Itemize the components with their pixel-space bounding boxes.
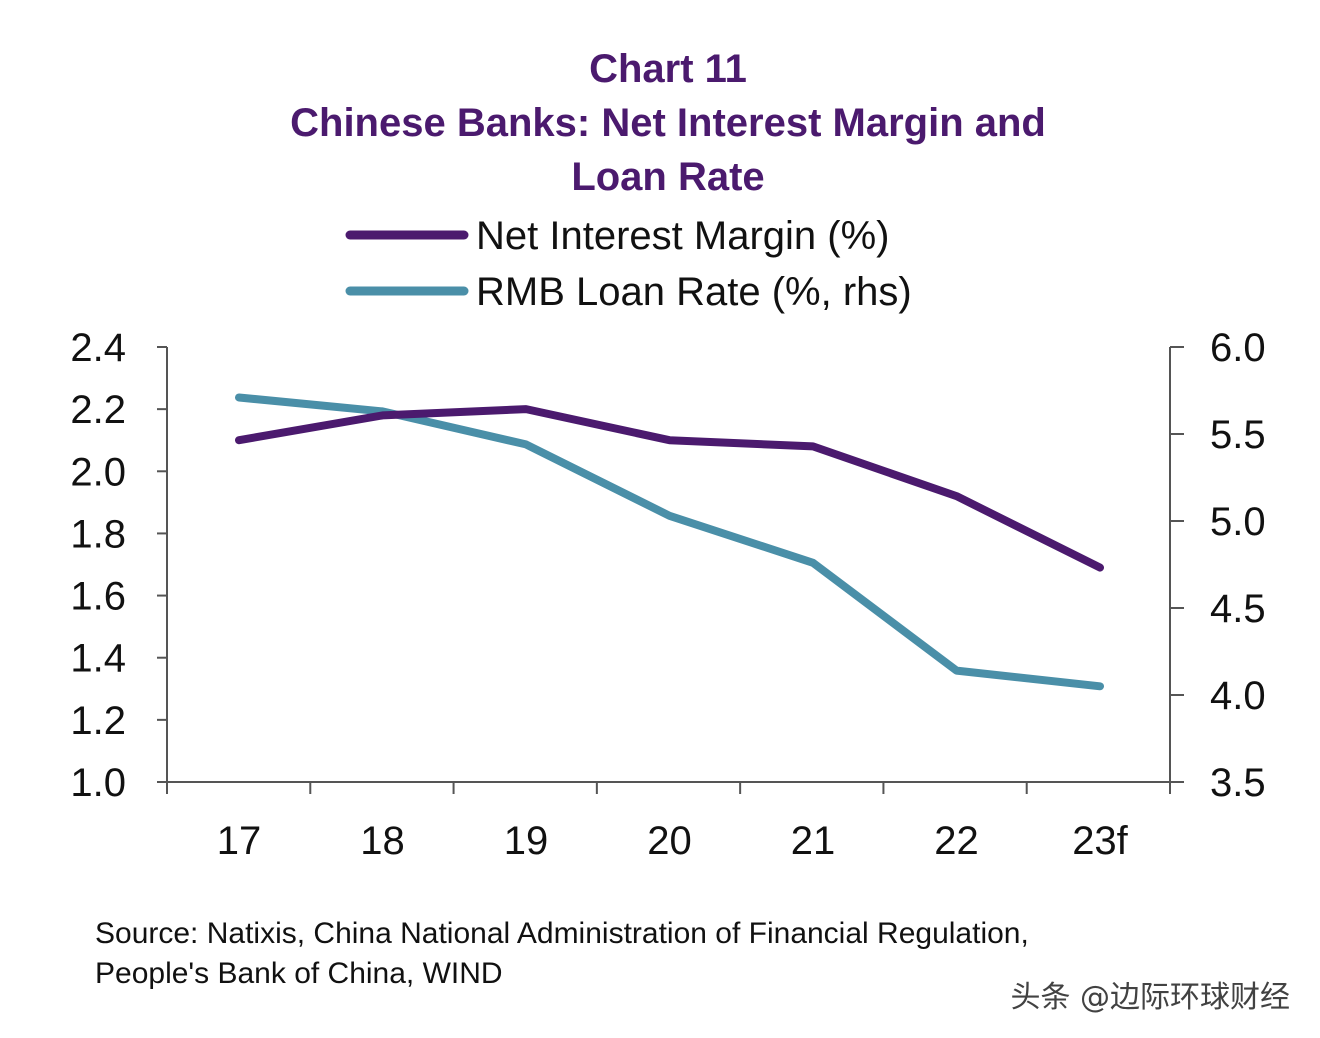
y-right-tick-label: 4.0 (1210, 674, 1266, 718)
legend: Net Interest Margin (%) RMB Loan Rate (%,… (345, 214, 912, 314)
chart-title-line-2: Chinese Banks: Net Interest Margin and (290, 101, 1046, 145)
line-chart: Net Interest Margin (%) RMB Loan Rate (%,… (70, 214, 1265, 863)
chart-title-line-1: Chart 11 (589, 47, 747, 91)
y-right-tick-label: 5.5 (1210, 413, 1266, 457)
y-left-tick-label: 2.4 (70, 326, 126, 370)
chart-title-line-3: Loan Rate (571, 155, 765, 199)
y-left-tick-label: 1.6 (70, 575, 126, 619)
legend-label-net-interest-margin: Net Interest Margin (%) (476, 214, 889, 258)
y-right-tick-label: 6.0 (1210, 326, 1266, 370)
y-left-tick-label: 1.8 (70, 512, 126, 556)
y-left-tick-label: 2.2 (70, 388, 126, 432)
y-right-tick-label: 5.0 (1210, 500, 1266, 544)
watermark: 头条 @边际环球财经 (1010, 980, 1290, 1015)
x-tick-label: 19 (504, 819, 549, 863)
axes: 1.0 1.2 1.4 1.6 1.8 2.0 2.2 2.4 3.5 4.0 4.5 5.0 5.5 6… (70, 326, 1265, 863)
legend-label-rmb-loan-rate: RMB Loan Rate (%, rhs) (476, 270, 912, 314)
x-tick-label: 17 (217, 819, 262, 863)
y-left-tick-label: 2.0 (70, 450, 126, 494)
y-left-tick-label: 1.4 (70, 637, 126, 681)
series-line-net-interest-margin (235, 405, 1104, 572)
x-tick-label: 21 (791, 819, 836, 863)
y-left-tick-label: 1.2 (70, 699, 126, 743)
y-right-tick-label: 3.5 (1210, 761, 1266, 805)
y-left-tick-label: 1.0 (70, 761, 126, 805)
x-tick-label: 18 (360, 819, 405, 863)
series-layer (235, 393, 1104, 691)
y-right-tick-label: 4.5 (1210, 587, 1266, 631)
source-line-2: People's Bank of China, WIND (95, 957, 503, 990)
x-tick-label: 20 (647, 819, 692, 863)
chart-title: Chart 11 Chinese Banks: Net Interest Mar… (0, 42, 1320, 204)
source-line-1: Source: Natixis, China National Administ… (95, 917, 1029, 950)
x-tick-label: 22 (934, 819, 979, 863)
x-tick-label: 23f (1072, 819, 1128, 863)
source-note: Source: Natixis, China National Administ… (95, 914, 1029, 994)
